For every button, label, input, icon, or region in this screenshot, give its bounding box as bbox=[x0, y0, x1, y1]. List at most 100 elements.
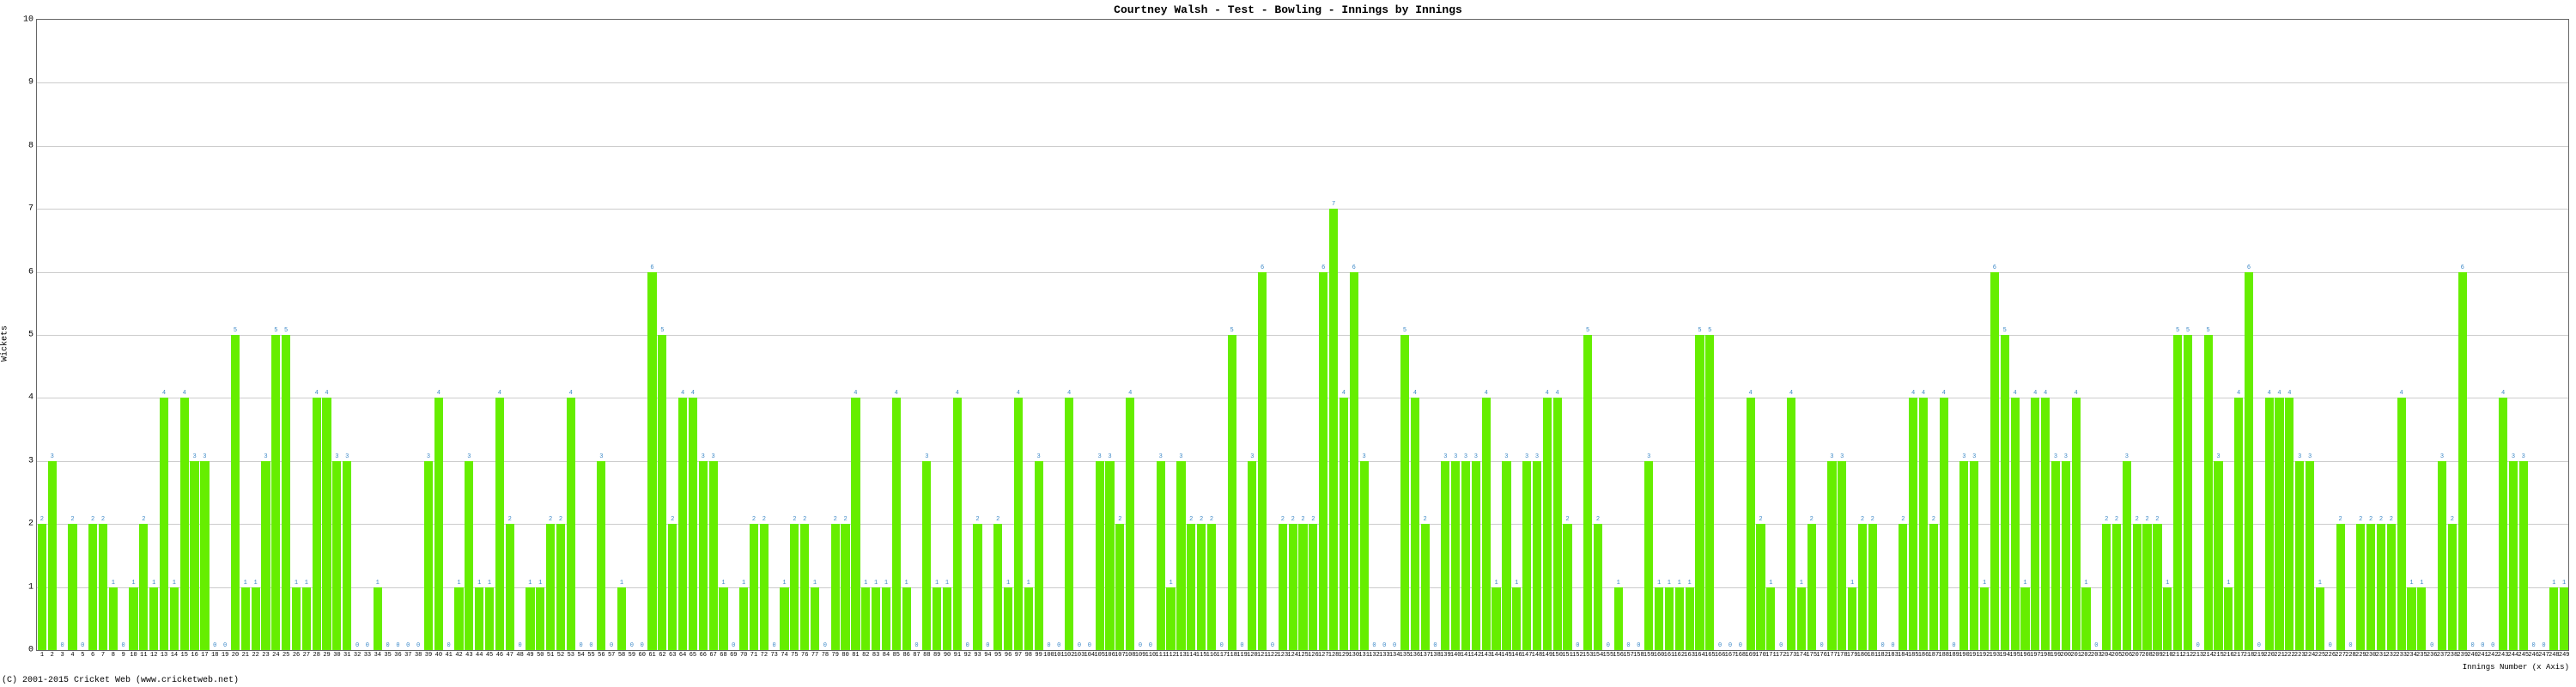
bar: 1 bbox=[252, 587, 260, 650]
bar-slot: 0219 bbox=[2254, 20, 2264, 650]
bar-value-label: 1 bbox=[1027, 581, 1030, 587]
x-tick-label: 151 bbox=[1562, 652, 1573, 659]
bar-slot: 3147 bbox=[1522, 20, 1532, 650]
x-tick-label: 126 bbox=[1308, 652, 1319, 659]
bar-value-label: 1 bbox=[1800, 581, 1803, 587]
bar-slot: 0213 bbox=[2193, 20, 2203, 650]
bar-slot: 0103 bbox=[1074, 20, 1084, 650]
bar-value-label: 2 bbox=[2359, 517, 2362, 523]
bar-slot: 190 bbox=[942, 20, 952, 650]
bar: 1 bbox=[475, 587, 483, 650]
bar-value-label: 2 bbox=[834, 517, 837, 523]
bar-value-label: 3 bbox=[1464, 454, 1467, 460]
bar-slot: 3141 bbox=[1461, 20, 1471, 650]
x-tick-label: 139 bbox=[1440, 652, 1451, 659]
x-tick-label: 149 bbox=[1541, 652, 1552, 659]
bar-value-label: 1 bbox=[945, 581, 949, 587]
x-tick-label: 33 bbox=[364, 652, 371, 659]
bar-value-label: 3 bbox=[2064, 454, 2068, 460]
x-tick-label: 15 bbox=[181, 652, 188, 659]
bar: 3 bbox=[597, 461, 605, 650]
bar-slot: 3223 bbox=[2294, 20, 2305, 650]
bar-value-label: 1 bbox=[488, 581, 491, 587]
y-tick-label: 1 bbox=[28, 582, 33, 592]
bar-slot: 189 bbox=[932, 20, 942, 650]
chart-title: Courtney Walsh - Test - Bowling - Inning… bbox=[0, 3, 2576, 16]
bar-slot: 127 bbox=[301, 20, 312, 650]
bar-value-label: 0 bbox=[1739, 643, 1742, 649]
x-tick-label: 63 bbox=[669, 652, 676, 659]
bar-slot: 0104 bbox=[1084, 20, 1095, 650]
bar: 2 bbox=[2366, 524, 2375, 650]
bar-slot: 0247 bbox=[2539, 20, 2549, 650]
x-tick-label: 133 bbox=[1379, 652, 1390, 659]
bar: 3 bbox=[2306, 461, 2314, 650]
bar-slot: 275 bbox=[789, 20, 799, 650]
bar-slot: 4108 bbox=[1125, 20, 1135, 650]
bar-slot: 3244 bbox=[2508, 20, 2518, 650]
x-tick-label: 74 bbox=[781, 652, 787, 659]
bar: 5 bbox=[2184, 335, 2192, 650]
x-tick-label: 177 bbox=[1826, 652, 1838, 659]
bar-slot: 4201 bbox=[2071, 20, 2081, 650]
x-tick-label: 167 bbox=[1725, 652, 1736, 659]
bar-value-label: 1 bbox=[1769, 581, 1772, 587]
x-tick-label: 38 bbox=[415, 652, 422, 659]
x-tick-label: 209 bbox=[2152, 652, 2163, 659]
bar: 4 bbox=[495, 398, 504, 650]
bar-slot: 2181 bbox=[1868, 20, 1878, 650]
bar-value-label: 3 bbox=[1474, 454, 1478, 460]
bar: 4 bbox=[1919, 398, 1928, 650]
bar: 4 bbox=[1065, 398, 1073, 650]
x-tick-label: 145 bbox=[1501, 652, 1512, 659]
x-tick-label: 125 bbox=[1297, 652, 1309, 659]
bar-value-label: 3 bbox=[599, 454, 603, 460]
bar-value-label: 3 bbox=[1179, 454, 1182, 460]
bar: 2 bbox=[2133, 524, 2142, 650]
bar-value-label: 0 bbox=[589, 643, 592, 649]
bar-value-label: 0 bbox=[1718, 643, 1722, 649]
bar: 2 bbox=[38, 524, 46, 650]
bar-slot: 4195 bbox=[2010, 20, 2020, 650]
bar-slot: 1196 bbox=[2020, 20, 2031, 650]
bar-value-label: 3 bbox=[51, 454, 54, 460]
bar-slot: 1235 bbox=[2416, 20, 2427, 650]
bar: 3 bbox=[2123, 461, 2131, 650]
bar-slot: 4143 bbox=[1481, 20, 1492, 650]
bar-slot: 525 bbox=[281, 20, 291, 650]
x-tick-label: 249 bbox=[2559, 652, 2570, 659]
bar: 2 bbox=[1899, 524, 1907, 650]
bar-value-label: 2 bbox=[2390, 517, 2393, 523]
chart-container: Courtney Walsh - Test - Bowling - Inning… bbox=[0, 0, 2576, 687]
bar: 3 bbox=[200, 461, 209, 650]
bar-slot: 4243 bbox=[2498, 20, 2508, 650]
bar: 5 bbox=[271, 335, 280, 650]
x-tick-label: 141 bbox=[1461, 652, 1472, 659]
x-tick-label: 240 bbox=[2467, 652, 2478, 659]
x-tick-label: 146 bbox=[1511, 652, 1522, 659]
bar-value-label: 0 bbox=[1952, 643, 1955, 649]
x-tick-label: 47 bbox=[507, 652, 513, 659]
bar-slot: 112 bbox=[149, 20, 159, 650]
bar: 1 bbox=[109, 587, 118, 650]
bar-value-label: 0 bbox=[2257, 643, 2261, 649]
bar-value-label: 1 bbox=[721, 581, 725, 587]
bar: 4 bbox=[1543, 398, 1552, 650]
bar: 5 bbox=[2001, 335, 2009, 650]
bar-value-label: 2 bbox=[2136, 517, 2139, 523]
bar-value-label: 6 bbox=[1261, 265, 1264, 271]
bar-value-label: 1 bbox=[244, 581, 247, 587]
bar-value-label: 1 bbox=[742, 581, 745, 587]
x-tick-label: 143 bbox=[1480, 652, 1492, 659]
x-tick-label: 22 bbox=[252, 652, 258, 659]
bar-value-label: 3 bbox=[2298, 454, 2301, 460]
bar-slot: 3206 bbox=[2122, 20, 2132, 650]
x-tick-label: 70 bbox=[740, 652, 747, 659]
bar-slot: 4129 bbox=[1339, 20, 1349, 650]
x-tick-label: 84 bbox=[883, 652, 890, 659]
bar-value-label: 6 bbox=[2461, 265, 2464, 271]
bar: 1 bbox=[1512, 587, 1521, 650]
bar-value-label: 1 bbox=[173, 581, 176, 587]
bar-slot: 5214 bbox=[2203, 20, 2214, 650]
bar-value-label: 1 bbox=[477, 581, 481, 587]
